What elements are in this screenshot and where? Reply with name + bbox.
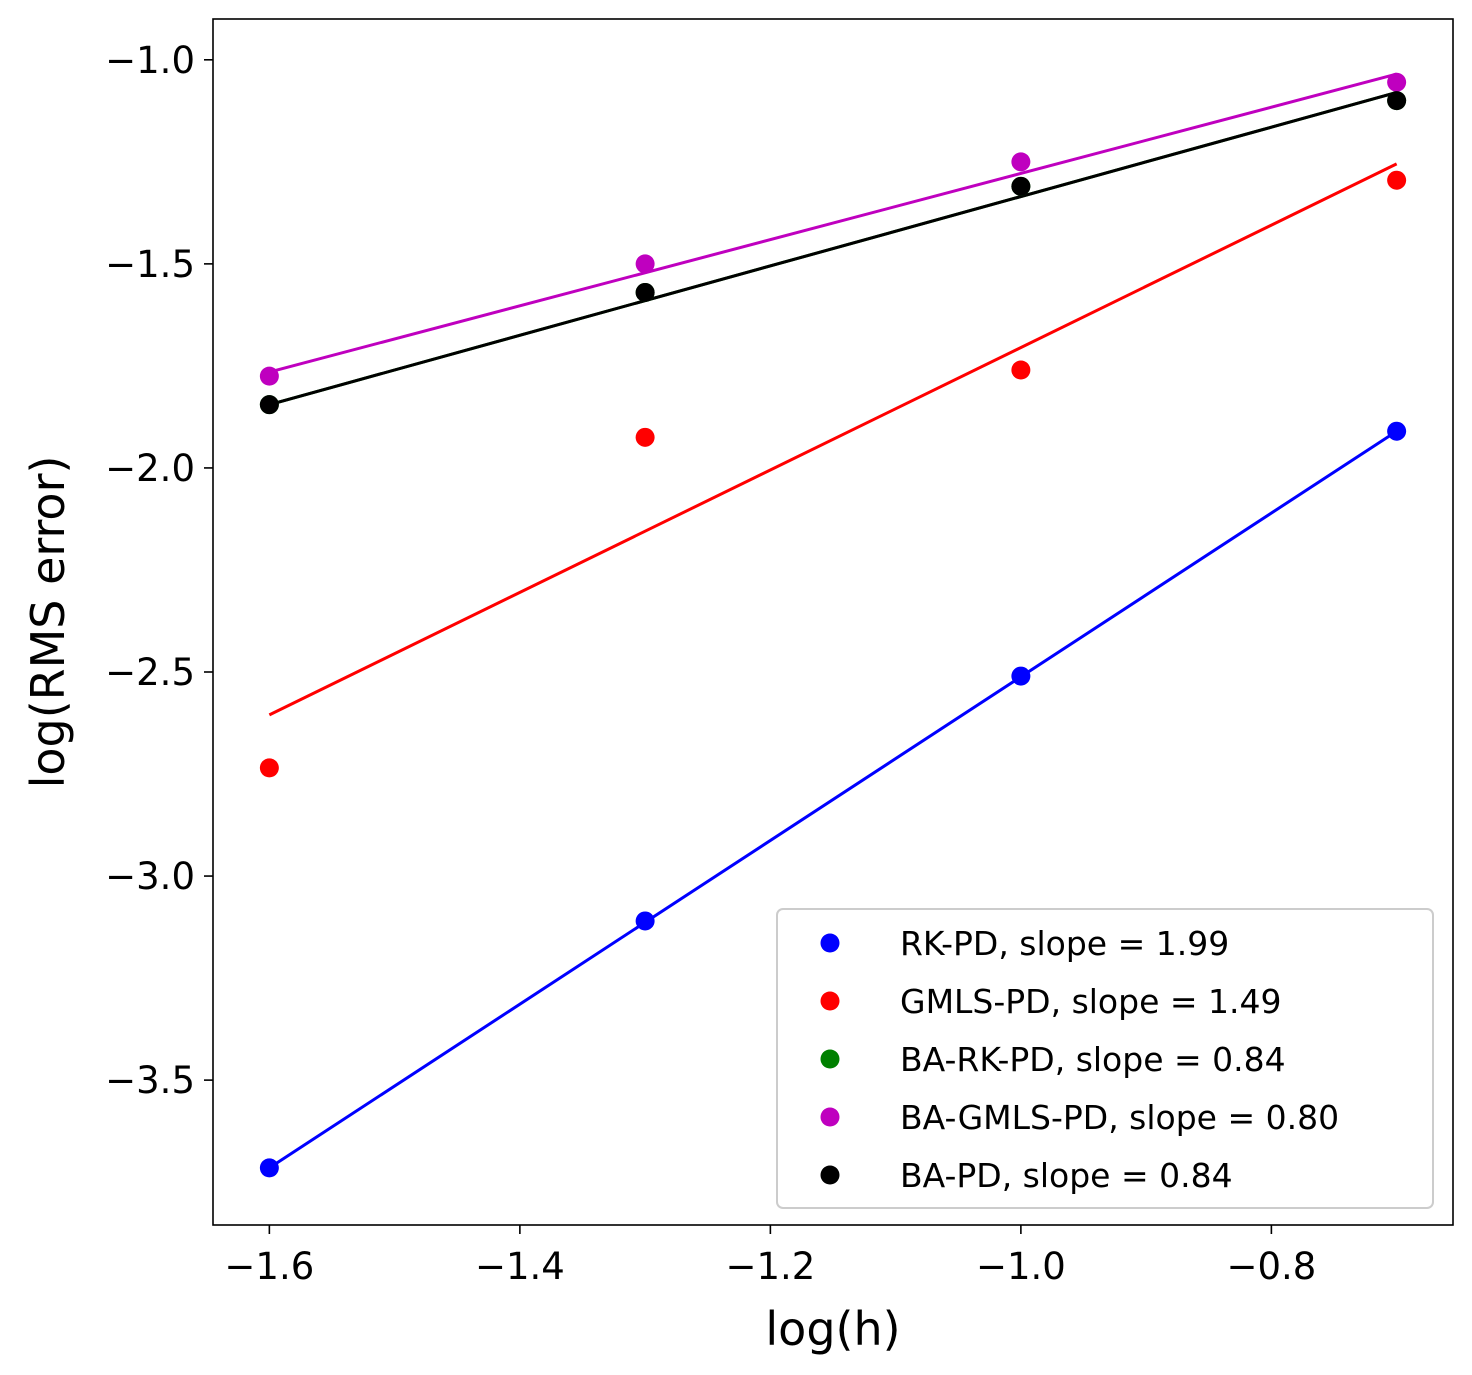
legend-items: RK-PD, slope = 1.99 GMLS-PD, slope = 1.49… <box>820 924 1339 1195</box>
data-point-series-3 <box>635 254 655 274</box>
legend-marker <box>820 1049 840 1069</box>
data-point-series-1 <box>1387 170 1407 190</box>
data-point-series-4 <box>259 395 279 415</box>
plot-frame <box>212 18 1454 1226</box>
data-point-series-3 <box>1387 72 1407 92</box>
legend: RK-PD, slope = 1.99 GMLS-PD, slope = 1.49… <box>776 908 1434 1209</box>
y-tick-label: −3.0 <box>105 855 195 898</box>
data-point-series-0 <box>1387 421 1407 441</box>
x-tick-label: −1.6 <box>224 1245 314 1288</box>
x-tick-label: −1.2 <box>725 1245 815 1288</box>
data-point-series-4 <box>1011 176 1031 196</box>
fit-line-series-3 <box>268 72 1398 374</box>
data-point-series-0 <box>1011 666 1031 686</box>
data-point-series-1 <box>259 758 279 778</box>
x-axis-label: log(h) <box>765 1302 900 1356</box>
data-markers <box>259 72 1407 1178</box>
legend-label: BA-PD, slope = 0.84 <box>900 1156 1233 1195</box>
fit-line-series-0 <box>268 429 1398 1170</box>
legend-marker <box>820 991 840 1011</box>
x-tick-label: −0.8 <box>1226 1245 1316 1288</box>
legend-marker <box>820 1107 840 1127</box>
data-point-series-0 <box>635 911 655 931</box>
x-axis-ticks: −1.6 −1.4 −1.2 −1.0 −0.8 <box>224 1225 1316 1288</box>
data-point-series-4 <box>1387 91 1407 111</box>
legend-label: GMLS-PD, slope = 1.49 <box>900 982 1281 1021</box>
y-tick-label: −3.5 <box>105 1059 195 1102</box>
x-tick-label: −1.4 <box>475 1245 565 1288</box>
data-point-series-1 <box>635 427 655 447</box>
data-point-series-3 <box>259 366 279 386</box>
fit-line-series-1 <box>268 162 1398 717</box>
data-point-series-3 <box>1011 152 1031 172</box>
y-axis-ticks: −1.0 −1.5 −2.0 −2.5 −3.0 −3.5 <box>105 39 213 1102</box>
legend-box <box>776 908 1434 1209</box>
data-point-series-0 <box>259 1158 279 1178</box>
y-tick-label: −2.0 <box>105 447 195 490</box>
y-axis-label: log(RMS error) <box>21 456 75 789</box>
legend-marker <box>820 1165 840 1185</box>
legend-marker <box>820 933 840 953</box>
data-point-series-4 <box>635 282 655 302</box>
y-tick-label: −1.5 <box>105 243 195 286</box>
y-tick-label: −2.5 <box>105 651 195 694</box>
x-tick-label: −1.0 <box>976 1245 1066 1288</box>
data-point-series-1 <box>1011 360 1031 380</box>
fit-line-series-4 <box>268 91 1398 407</box>
legend-label: RK-PD, slope = 1.99 <box>900 924 1229 963</box>
y-tick-label: −1.0 <box>105 39 195 82</box>
legend-label: BA-GMLS-PD, slope = 0.80 <box>900 1098 1339 1137</box>
fit-lines <box>268 72 1398 1170</box>
legend-label: BA-RK-PD, slope = 0.84 <box>900 1040 1286 1079</box>
